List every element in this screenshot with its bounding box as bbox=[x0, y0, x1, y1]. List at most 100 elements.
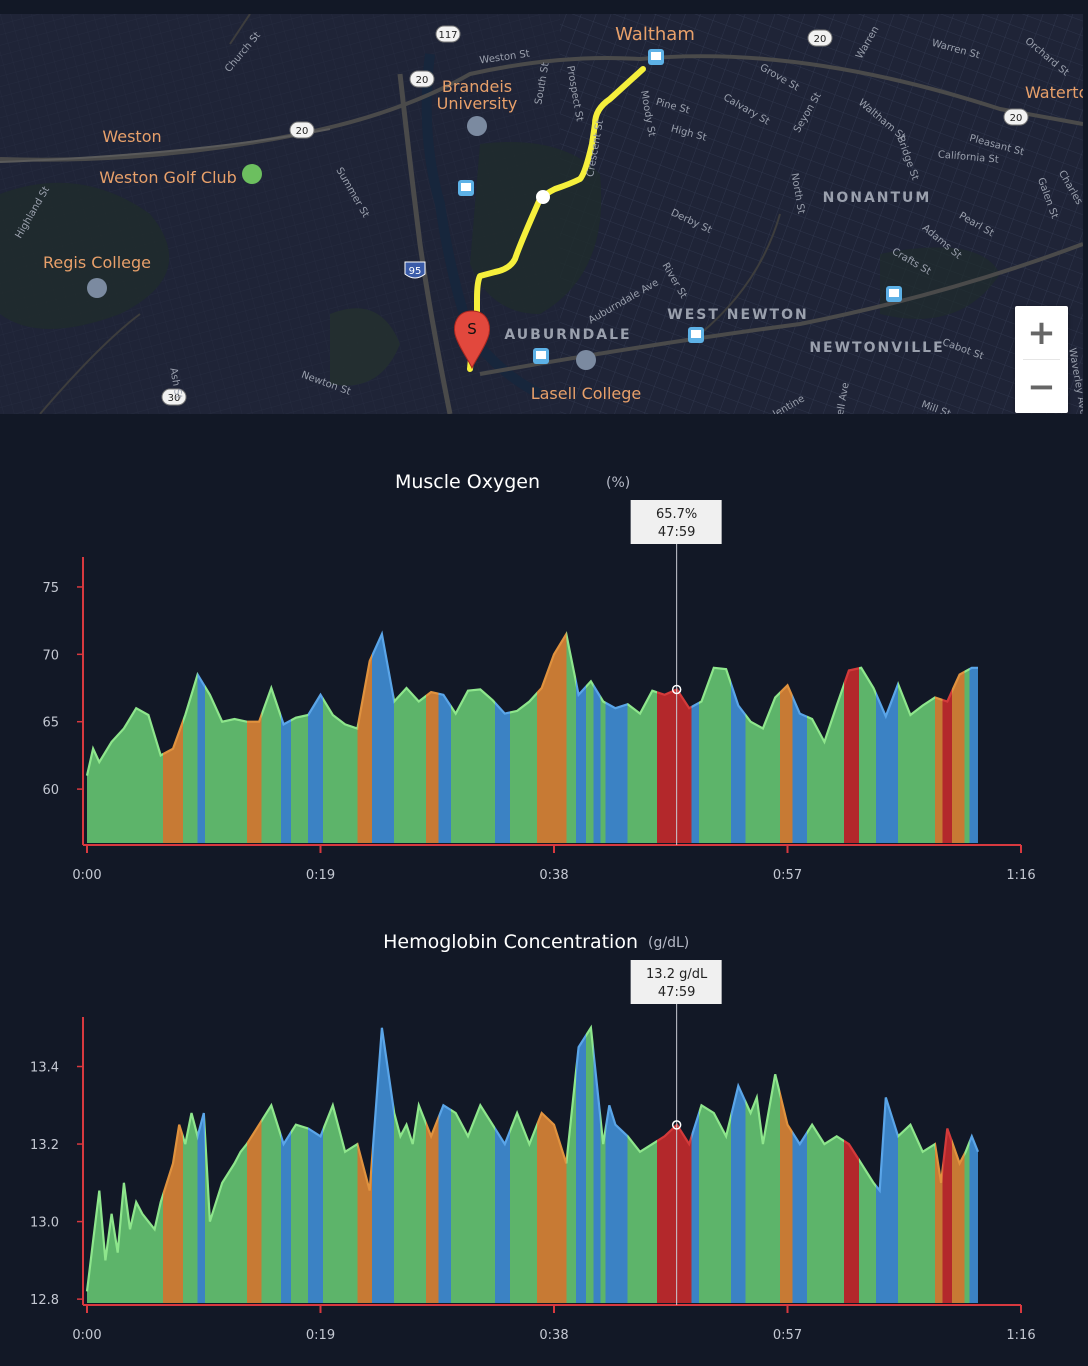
data-point bbox=[934, 1143, 936, 1145]
street-label: School St bbox=[577, 14, 624, 17]
data-point bbox=[381, 633, 383, 635]
data-point bbox=[609, 1105, 611, 1107]
place-label-regis: Regis College bbox=[43, 253, 151, 272]
data-point bbox=[307, 714, 309, 716]
map-canvas[interactable]: S 117 20 20 20 20 95 30 Waltham Brandeis Univers… bbox=[0, 14, 1083, 414]
y-tick-label: 60 bbox=[42, 783, 59, 798]
data-point bbox=[959, 1163, 961, 1165]
data-point bbox=[160, 1201, 162, 1203]
data-point bbox=[971, 667, 973, 669]
data-point bbox=[344, 1151, 346, 1153]
data-point bbox=[529, 1143, 531, 1145]
start-marker[interactable]: S bbox=[454, 310, 490, 370]
data-point bbox=[172, 1163, 174, 1165]
tooltip-time: 47:59 bbox=[658, 985, 695, 1000]
data-point bbox=[185, 714, 187, 716]
data-point bbox=[756, 1097, 758, 1099]
golf-icon bbox=[242, 164, 262, 184]
data-point bbox=[897, 683, 899, 685]
zoom-control[interactable]: + − bbox=[1015, 306, 1068, 413]
data-point bbox=[135, 1201, 137, 1203]
data-point bbox=[430, 691, 432, 693]
data-point bbox=[203, 1112, 205, 1114]
street-label: California St bbox=[937, 149, 999, 165]
data-point bbox=[787, 685, 789, 687]
data-point bbox=[467, 1136, 469, 1138]
data-point bbox=[947, 701, 949, 703]
zoom-out-button[interactable]: − bbox=[1027, 366, 1056, 407]
data-point bbox=[430, 1136, 432, 1138]
data-point bbox=[357, 1143, 359, 1145]
plot-area[interactable]: 75 70 65 60 0:00 0:19 0:38 0:57 1:16 65.7% 47:59 bbox=[42, 500, 1036, 883]
highway-shield: 20 bbox=[409, 70, 435, 88]
data-point bbox=[406, 1124, 408, 1126]
data-point bbox=[240, 1151, 242, 1153]
series-line bbox=[85, 630, 978, 776]
data-point bbox=[541, 687, 543, 689]
position-marker bbox=[536, 190, 550, 204]
data-point bbox=[344, 724, 346, 726]
tooltip-value: 65.7% bbox=[656, 507, 697, 522]
data-point bbox=[713, 667, 715, 669]
y-tick-label: 12.8 bbox=[30, 1293, 59, 1308]
data-point bbox=[443, 1105, 445, 1107]
highway-shield: 30 bbox=[161, 388, 187, 406]
data-point bbox=[959, 674, 961, 676]
x-tick-label: 0:00 bbox=[72, 1328, 101, 1343]
tooltip-time: 47:59 bbox=[658, 525, 695, 540]
hemoglobin-chart[interactable]: Hemoglobin Concentration (g/dL) 13.4 13.2… bbox=[0, 920, 1088, 1350]
data-point bbox=[258, 1124, 260, 1126]
data-point bbox=[221, 721, 223, 723]
data-point bbox=[750, 721, 752, 723]
data-point bbox=[172, 748, 174, 750]
data-point bbox=[725, 1136, 727, 1138]
data-point bbox=[516, 710, 518, 712]
data-point bbox=[504, 1143, 506, 1145]
data-point bbox=[811, 1124, 813, 1126]
data-point bbox=[123, 728, 125, 730]
neighborhood-label-west-newton: WEST NEWTON bbox=[667, 307, 808, 323]
data-point bbox=[627, 703, 629, 705]
data-point bbox=[357, 728, 359, 730]
start-marker-label: S bbox=[467, 320, 477, 338]
transit-icon bbox=[458, 49, 902, 364]
data-point bbox=[123, 1182, 125, 1184]
route-map[interactable]: S 117 20 20 20 20 95 30 Waltham Brandeis Univers… bbox=[0, 14, 1083, 414]
chart-unit: (%) bbox=[606, 475, 630, 491]
data-point bbox=[910, 1124, 912, 1126]
data-point bbox=[860, 667, 862, 669]
data-point bbox=[824, 1143, 826, 1145]
shield-label: 20 bbox=[814, 34, 827, 45]
cursor-point bbox=[671, 684, 682, 695]
plot-area[interactable]: 13.4 13.2 13.0 12.8 0:00 0:19 0:38 0:57 1:16 13.2… bbox=[30, 960, 1036, 1343]
data-point bbox=[787, 1124, 789, 1126]
x-tick-label: 0:38 bbox=[539, 1328, 568, 1343]
data-point bbox=[142, 1213, 144, 1215]
shield-label: 20 bbox=[1010, 113, 1023, 124]
data-point bbox=[209, 694, 211, 696]
y-tick-label: 13.0 bbox=[30, 1216, 59, 1231]
y-tick-label: 13.2 bbox=[30, 1138, 59, 1153]
data-point bbox=[578, 1046, 580, 1048]
tooltip-box bbox=[630, 500, 722, 544]
zoom-in-button[interactable]: + bbox=[1027, 312, 1056, 353]
data-point bbox=[860, 1163, 862, 1165]
highway-shield: 20 bbox=[807, 29, 833, 47]
y-tick-label: 70 bbox=[42, 648, 59, 663]
data-point bbox=[725, 668, 727, 670]
data-point bbox=[799, 1143, 801, 1145]
data-point bbox=[799, 713, 801, 715]
data-point bbox=[934, 697, 936, 699]
muscle-oxygen-chart[interactable]: Muscle Oxygen (%) 75 70 65 60 0:00 0:19 0:38 0:… bbox=[0, 460, 1088, 890]
data-point bbox=[738, 705, 740, 707]
highway-shield: 95 bbox=[404, 261, 426, 279]
data-point bbox=[271, 687, 273, 689]
street-label: Ash St bbox=[167, 367, 183, 400]
zoom-divider bbox=[1023, 359, 1060, 360]
data-point bbox=[406, 687, 408, 689]
data-point bbox=[602, 1143, 604, 1145]
data-point bbox=[185, 1143, 187, 1145]
tooltip-value: 13.2 g/dL bbox=[646, 967, 708, 982]
data-point bbox=[811, 718, 813, 720]
chart-title: Hemoglobin Concentration bbox=[383, 931, 638, 953]
